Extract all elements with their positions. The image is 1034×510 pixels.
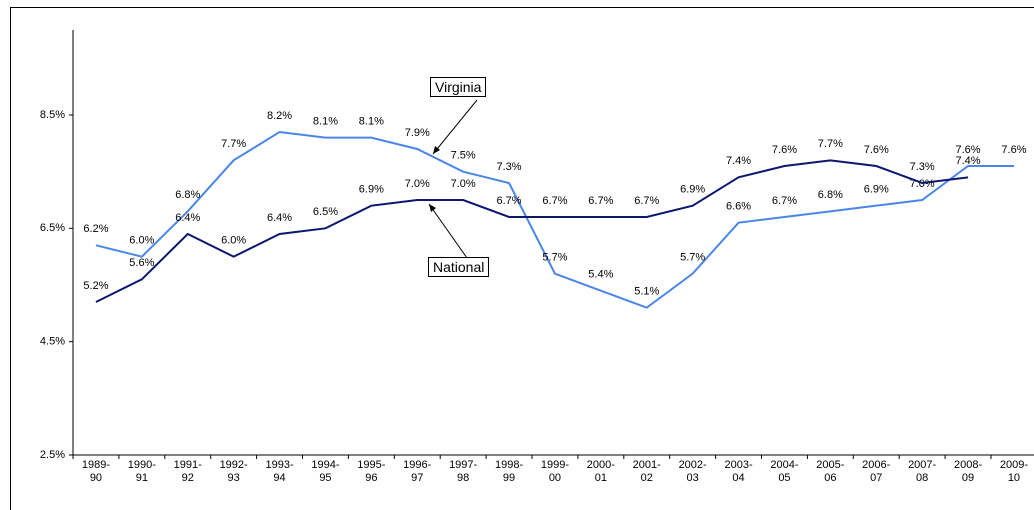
national-arrow bbox=[428, 203, 468, 259]
data-label: 6.5% bbox=[313, 206, 338, 218]
data-label: 6.9% bbox=[680, 184, 705, 196]
x-tick-label: 1992-93 bbox=[219, 459, 248, 484]
x-tick-label: 2004-05 bbox=[770, 459, 799, 484]
x-tick-label: 1995-96 bbox=[357, 459, 386, 484]
data-label: 7.4% bbox=[956, 155, 981, 167]
data-label: 7.0% bbox=[451, 178, 476, 190]
x-tick-label: 1994-95 bbox=[311, 459, 340, 484]
data-label: 8.2% bbox=[267, 110, 292, 122]
x-tick-label: 2007-08 bbox=[908, 459, 937, 484]
x-tick-label: 2008-09 bbox=[953, 459, 983, 484]
virginia-arrow bbox=[432, 99, 478, 155]
x-tick-label: 2005-06 bbox=[816, 459, 845, 484]
data-label: 8.1% bbox=[359, 116, 384, 128]
y-tick-label: 6.5% bbox=[40, 222, 65, 234]
x-tick-label: 2003-04 bbox=[724, 459, 753, 484]
data-label: 6.4% bbox=[267, 212, 292, 224]
x-tick-label: 1990-91 bbox=[127, 459, 156, 484]
data-label: 7.3% bbox=[497, 161, 522, 173]
frame bbox=[10, 7, 1034, 510]
data-label: 5.7% bbox=[542, 252, 567, 264]
x-tick-label: 2000-01 bbox=[586, 459, 615, 484]
x-tick-label: 1997-98 bbox=[449, 459, 478, 484]
data-label: 6.8% bbox=[175, 189, 200, 201]
data-label: 6.0% bbox=[221, 235, 246, 247]
data-label: 7.6% bbox=[864, 144, 889, 156]
data-label: 6.9% bbox=[864, 184, 889, 196]
x-tick-label: 1998-99 bbox=[494, 459, 524, 484]
series-line bbox=[95, 159, 969, 303]
x-tick-label: 1996-97 bbox=[403, 459, 432, 484]
series-line bbox=[95, 130, 1014, 309]
x-tick-label: 1993-94 bbox=[265, 459, 294, 484]
data-label: 5.4% bbox=[588, 269, 613, 281]
data-label: 5.7% bbox=[680, 252, 705, 264]
x-tick-label: 2002-03 bbox=[678, 459, 707, 484]
data-label: 7.7% bbox=[221, 138, 246, 150]
national-arrowhead bbox=[429, 204, 436, 212]
data-label: 7.9% bbox=[405, 127, 430, 139]
x-tick-label: 2001-02 bbox=[632, 459, 661, 484]
data-label: 7.7% bbox=[818, 138, 843, 150]
x-tick-label: 2006-07 bbox=[862, 459, 891, 484]
virginia-arrowhead bbox=[433, 146, 440, 154]
annotation: Virginia bbox=[430, 77, 487, 97]
data-label: 5.6% bbox=[129, 257, 154, 269]
data-label: 6.4% bbox=[175, 212, 200, 224]
data-label: 7.6% bbox=[772, 144, 797, 156]
data-label: 7.0% bbox=[405, 178, 430, 190]
x-tick-label: 1991-92 bbox=[173, 459, 202, 484]
y-tick-label: 2.5% bbox=[40, 449, 65, 461]
data-label: 6.7% bbox=[634, 195, 659, 207]
annotation: National bbox=[428, 257, 490, 277]
x-tick-label: 2009-10 bbox=[999, 459, 1028, 484]
data-label: 6.7% bbox=[497, 195, 522, 207]
y-tick-label: 4.5% bbox=[40, 336, 65, 348]
data-label: 5.1% bbox=[634, 286, 659, 298]
data-label: 5.2% bbox=[83, 280, 108, 292]
data-label: 6.8% bbox=[818, 189, 843, 201]
data-label: 6.9% bbox=[359, 184, 384, 196]
data-label: 6.0% bbox=[129, 235, 154, 247]
data-label: 8.1% bbox=[313, 116, 338, 128]
data-label: 6.7% bbox=[772, 195, 797, 207]
data-label: 6.2% bbox=[83, 223, 108, 235]
data-label: 7.5% bbox=[451, 150, 476, 162]
data-label: 6.6% bbox=[726, 201, 751, 213]
x-tick-label: 1989-90 bbox=[81, 459, 110, 484]
data-label: 7.6% bbox=[956, 144, 981, 156]
y-tick-label: 8.5% bbox=[40, 109, 65, 121]
x-tick-label: 1999-00 bbox=[540, 459, 569, 484]
data-label: 6.7% bbox=[542, 195, 567, 207]
data-label: 7.6% bbox=[1001, 144, 1026, 156]
data-label: 6.7% bbox=[588, 195, 613, 207]
data-label: 7.4% bbox=[726, 155, 751, 167]
data-label: 7.3% bbox=[910, 161, 935, 173]
